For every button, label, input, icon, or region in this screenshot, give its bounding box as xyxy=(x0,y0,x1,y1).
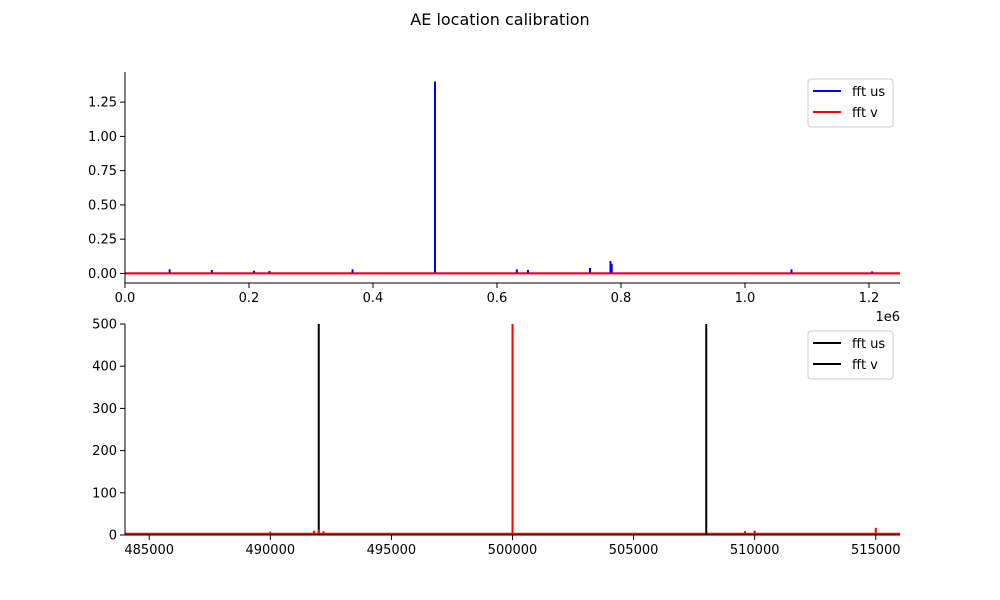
panel2-legend-label-0: fft us xyxy=(852,337,885,352)
panel2-y-tick-label-1: 100 xyxy=(92,486,117,501)
panel1-y-tick-label-0: 0.00 xyxy=(88,267,117,282)
panel1-x-tick-label-4: 0.8 xyxy=(611,291,632,306)
panel2-legend-label-1: fft v xyxy=(852,358,878,373)
panel2-x-tick-label-1: 490000 xyxy=(245,543,295,558)
panel2-y-tick-label-3: 300 xyxy=(92,402,117,417)
panel1-x-tick-label-3: 0.6 xyxy=(487,291,508,306)
panel2-x-tick-label-5: 510000 xyxy=(730,543,780,558)
panel1-x-offset-label: 1e6 xyxy=(875,310,900,325)
panel2-x-tick-label-4: 505000 xyxy=(609,543,659,558)
panel1-y-tick-label-2: 0.50 xyxy=(88,198,117,213)
panel1-x-tick-label-6: 1.2 xyxy=(859,291,880,306)
panel1-y-tick-label-4: 1.00 xyxy=(88,130,117,145)
panel1-x-tick-label-5: 1.0 xyxy=(735,291,756,306)
panel1-legend-label-1: fft v xyxy=(852,106,878,121)
panel1-y-tick-label-1: 0.25 xyxy=(88,233,117,248)
panel2-x-tick-label-2: 495000 xyxy=(367,543,417,558)
panel2-y-tick-label-4: 400 xyxy=(92,360,117,375)
panel2-x-tick-label-6: 515000 xyxy=(851,543,901,558)
panel2-x-tick-label-0: 485000 xyxy=(124,543,174,558)
panel1-x-tick-label-2: 0.4 xyxy=(363,291,384,306)
panel2-x-tick-label-3: 500000 xyxy=(488,543,538,558)
figure-title: AE location calibration xyxy=(410,10,590,29)
panel2-y-tick-label-0: 0 xyxy=(109,529,117,544)
panel1-y-tick-label-3: 0.75 xyxy=(88,164,117,179)
panel1-x-tick-label-1: 0.2 xyxy=(239,291,260,306)
panel1-x-tick-label-0: 0.0 xyxy=(115,291,136,306)
panel1-legend-label-0: fft us xyxy=(852,85,885,100)
panel1-y-tick-label-5: 1.25 xyxy=(88,96,117,111)
panel2-y-tick-label-2: 200 xyxy=(92,444,117,459)
panel2-y-tick-label-5: 500 xyxy=(92,318,117,333)
